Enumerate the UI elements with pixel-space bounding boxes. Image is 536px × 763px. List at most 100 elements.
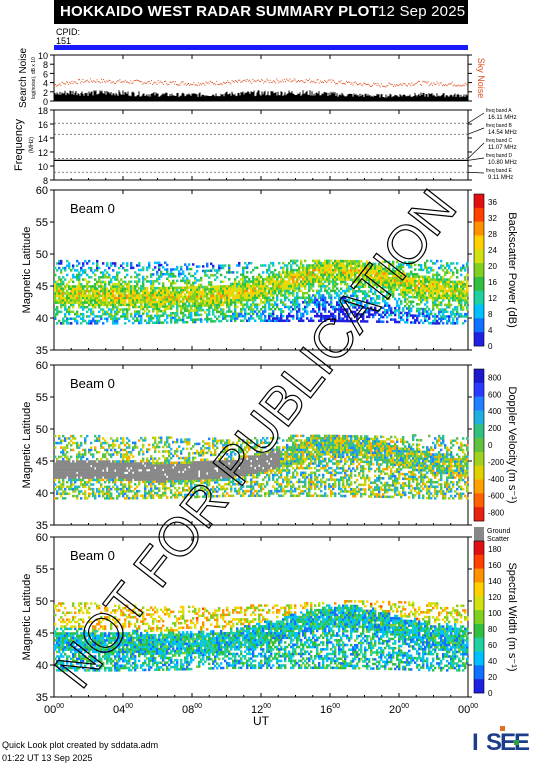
- power-cell: [388, 267, 391, 271]
- power-cell: [298, 319, 301, 323]
- sky-noise-point: [286, 78, 288, 80]
- power-cell: [166, 293, 169, 297]
- power-cell: [310, 319, 313, 323]
- power-cell: [152, 284, 155, 288]
- power-cell: [296, 282, 299, 286]
- power-cell: [448, 264, 451, 267]
- power-cell: [218, 310, 221, 314]
- sky-noise-point: [241, 81, 243, 83]
- power-cell: [100, 301, 103, 304]
- power-cell: [452, 312, 455, 316]
- power-cell: [128, 308, 131, 311]
- sky-noise-point: [348, 81, 350, 83]
- sky-noise-point: [460, 84, 462, 86]
- power-cell: [342, 262, 345, 265]
- sky-noise-point: [352, 84, 354, 86]
- power-cell: [346, 299, 349, 302]
- power-cell: [172, 288, 175, 292]
- power-cell: [182, 302, 185, 306]
- power-cell: [416, 303, 419, 306]
- power-cell: [416, 284, 419, 288]
- power-cell: [120, 308, 123, 311]
- power-cell: [204, 269, 207, 273]
- power-cell: [102, 287, 105, 291]
- power-cell: [116, 322, 119, 325]
- power-cell: [148, 319, 151, 322]
- power-cell: [152, 291, 155, 295]
- power-cell: [288, 278, 291, 281]
- power-cell: [136, 284, 139, 288]
- power-cell: [456, 312, 459, 316]
- velocity-cell: [62, 462, 65, 466]
- velocity-cell: [70, 462, 73, 466]
- power-cell: [78, 299, 81, 302]
- velocity-cell: [106, 471, 109, 475]
- power-cell: [218, 266, 221, 270]
- velocity-cell: [108, 480, 111, 484]
- power-cell: [228, 284, 231, 288]
- power-cell: [126, 310, 129, 314]
- power-cell: [56, 289, 59, 293]
- power-cell: [170, 302, 173, 306]
- power-cell: [350, 303, 353, 307]
- power-cell: [172, 279, 175, 283]
- power-cell: [294, 308, 297, 311]
- sky-noise-point: [69, 82, 71, 84]
- sky-noise-point: [265, 80, 267, 82]
- power-cell: [274, 275, 277, 279]
- power-cell: [64, 303, 67, 307]
- power-cell: [240, 294, 243, 297]
- power-cell: [64, 269, 67, 272]
- sky-noise-point: [176, 84, 178, 86]
- power-cell: [114, 285, 117, 288]
- power-cell: [62, 303, 65, 307]
- power-cell: [218, 289, 221, 293]
- power-cell: [156, 303, 159, 306]
- velocity-cell: [108, 487, 111, 491]
- power-cell: [444, 273, 447, 277]
- power-cell: [360, 280, 363, 284]
- velocity-cell: [78, 451, 81, 454]
- velocity-cell: [80, 467, 83, 470]
- power-cell: [450, 289, 453, 293]
- power-cell: [232, 291, 235, 295]
- velocity-cell: [80, 497, 83, 500]
- sky-noise-point: [89, 78, 91, 80]
- power-cell: [296, 312, 299, 316]
- power-cell: [128, 305, 131, 309]
- power-cell: [278, 261, 281, 265]
- power-cell: [230, 310, 233, 313]
- power-cell: [124, 296, 127, 300]
- power-cell: [54, 287, 57, 291]
- power-cell: [380, 265, 383, 268]
- power-cell: [146, 275, 149, 279]
- power-cell: [212, 308, 215, 312]
- power-cell: [416, 291, 419, 294]
- power-cell: [356, 262, 359, 265]
- sky-noise-point: [238, 79, 240, 81]
- power-cell: [378, 318, 381, 321]
- power-cell: [60, 299, 63, 302]
- power-cell: [440, 296, 443, 300]
- power-cell: [402, 286, 405, 289]
- power-cell: [146, 280, 149, 283]
- power-cell: [398, 304, 401, 308]
- power-cell: [464, 301, 467, 304]
- sky-noise-point: [86, 79, 88, 81]
- power-cell: [104, 299, 107, 302]
- power-cell: [250, 308, 253, 311]
- velocity-cell: [60, 474, 63, 477]
- power-cell: [242, 271, 245, 274]
- power-cell: [406, 314, 409, 317]
- power-cell: [422, 268, 425, 272]
- velocity-cell: [78, 474, 81, 477]
- velocity-cell: [64, 492, 67, 495]
- power-cell: [364, 285, 367, 289]
- power-cell: [170, 307, 173, 310]
- velocity-cell: [86, 464, 89, 468]
- velocity-cell: [88, 478, 91, 482]
- power-cell: [308, 289, 311, 293]
- velocity-cell: [82, 471, 85, 475]
- power-cell: [116, 273, 119, 277]
- velocity-cell: [54, 446, 57, 449]
